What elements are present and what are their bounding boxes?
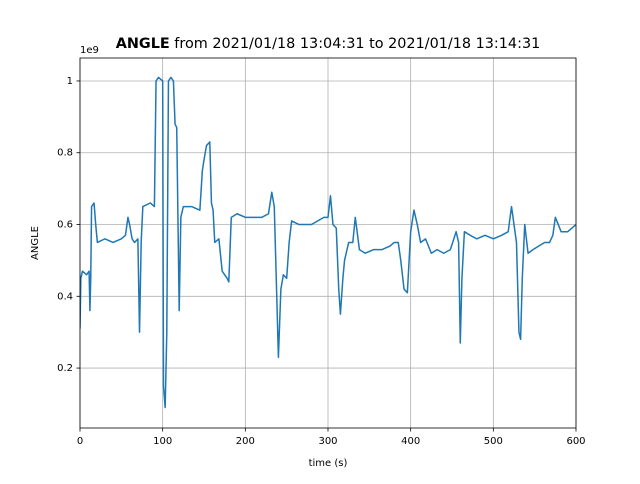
title-text: from 2021/01/18 13:04:31 to 2021/01/18 1… xyxy=(174,36,540,52)
x-tick-label: 100 xyxy=(153,436,172,447)
y-tick-label: 0.6 xyxy=(57,220,73,231)
y-axis-label: ANGLE xyxy=(30,226,41,260)
data-line xyxy=(80,76,576,409)
x-tick-label: 300 xyxy=(318,436,337,447)
x-axis-label: time (s) xyxy=(309,458,348,469)
plot-frame xyxy=(79,57,577,429)
y-tick-label: 0.8 xyxy=(57,148,73,159)
y-tick-label: 1 xyxy=(67,76,73,87)
y-tick-label: 0.2 xyxy=(57,363,73,374)
title-prefix: ANGLE xyxy=(116,36,170,52)
y-offset-label: 1e9 xyxy=(80,45,99,56)
x-tick-label: 200 xyxy=(236,436,255,447)
x-tick-label: 0 xyxy=(77,436,83,447)
x-tick-label: 400 xyxy=(401,436,420,447)
x-tick-label: 600 xyxy=(566,436,585,447)
x-tick-label: 500 xyxy=(484,436,503,447)
y-tick-label: 0.4 xyxy=(57,291,73,302)
chart-title: ANGLE from 2021/01/18 13:04:31 to 2021/0… xyxy=(116,36,541,52)
